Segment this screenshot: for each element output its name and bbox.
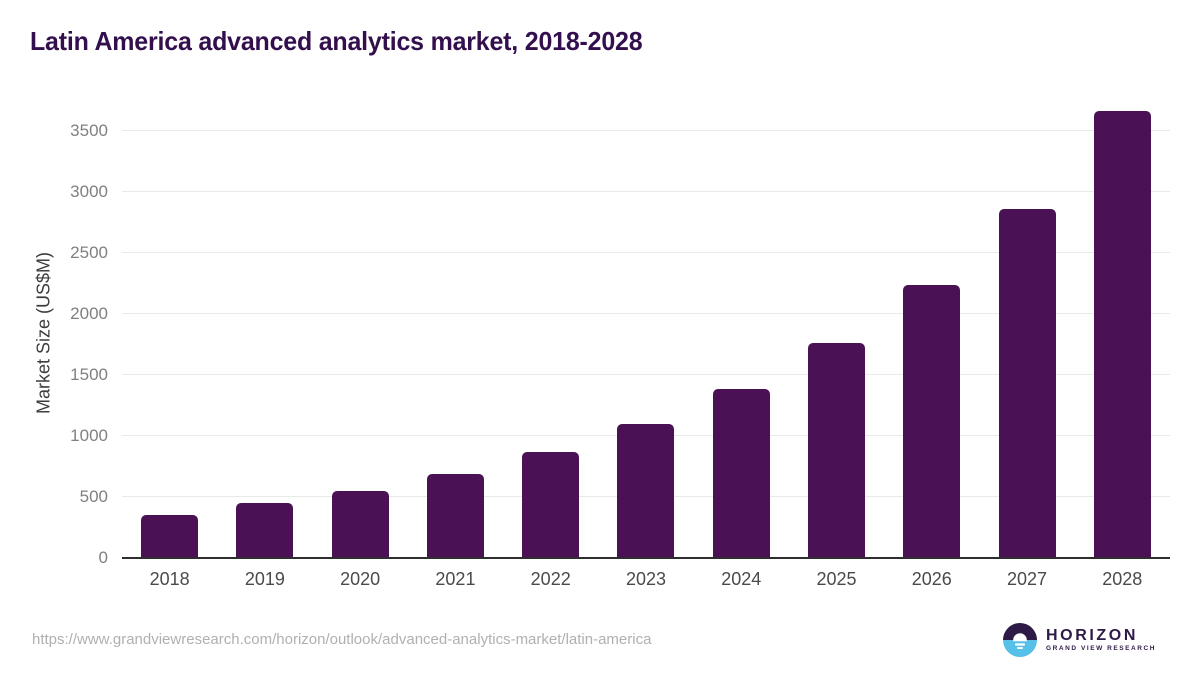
x-tick-label: 2027 bbox=[1007, 569, 1048, 589]
plot-area bbox=[122, 98, 1170, 559]
bar-2020[interactable] bbox=[331, 490, 389, 558]
x-axis-line bbox=[122, 557, 1170, 559]
x-tick-label: 2024 bbox=[721, 569, 762, 589]
y-tick-label: 500 bbox=[79, 486, 108, 506]
bar-2023[interactable] bbox=[617, 423, 675, 558]
y-axis-tick-labels: 0 500 1000 1500 2000 2500 3000 3500 bbox=[0, 98, 108, 567]
y-tick-label: 3500 bbox=[70, 120, 108, 140]
chart-title: Latin America advanced analytics market,… bbox=[30, 26, 643, 56]
gridline bbox=[122, 252, 1170, 254]
footer: https://www.grandviewresearch.com/horizo… bbox=[32, 612, 1156, 667]
source-url: https://www.grandviewresearch.com/horizo… bbox=[32, 631, 652, 648]
x-tick-label: 2018 bbox=[149, 569, 190, 589]
x-tick-label: 2019 bbox=[244, 569, 285, 589]
logo-brand: HORIZON bbox=[1046, 626, 1138, 644]
horizon-sunset-icon bbox=[1003, 622, 1038, 657]
x-tick-label: 2026 bbox=[911, 569, 952, 589]
bar-2027[interactable] bbox=[998, 209, 1056, 558]
x-tick-label: 2023 bbox=[625, 569, 666, 589]
bar-2026[interactable] bbox=[903, 285, 961, 558]
x-tick-label: 2028 bbox=[1102, 569, 1143, 589]
x-tick-label: 2021 bbox=[435, 569, 476, 589]
gridline bbox=[122, 130, 1170, 132]
horizon-logo: HORIZON GRAND VIEW RESEARCH bbox=[1003, 622, 1156, 657]
y-tick-label: 2500 bbox=[70, 242, 108, 262]
x-tick-label: 2020 bbox=[340, 569, 381, 589]
bar-2021[interactable] bbox=[426, 473, 484, 558]
bar-2018[interactable] bbox=[141, 515, 199, 558]
logo-subbrand: GRAND VIEW RESEARCH bbox=[1046, 644, 1156, 652]
bar-2028[interactable] bbox=[1093, 110, 1151, 558]
bar-2019[interactable] bbox=[236, 503, 294, 558]
gridline bbox=[122, 191, 1170, 193]
y-tick-label: 1500 bbox=[70, 364, 108, 384]
y-tick-label: 2000 bbox=[70, 303, 108, 323]
x-tick-label: 2025 bbox=[816, 569, 857, 589]
bar-2022[interactable] bbox=[522, 452, 580, 558]
logo-text: HORIZON GRAND VIEW RESEARCH bbox=[1046, 627, 1156, 653]
bar-2024[interactable] bbox=[712, 388, 770, 558]
gridline bbox=[122, 313, 1170, 315]
bar-2025[interactable] bbox=[807, 342, 865, 558]
x-tick-label: 2022 bbox=[530, 569, 571, 589]
y-tick-label: 0 bbox=[98, 548, 108, 567]
gridline bbox=[122, 374, 1170, 376]
y-tick-label: 1000 bbox=[70, 425, 108, 445]
x-axis-tick-labels: 2018 2019 2020 2021 2022 2023 2024 2025 2026 2027… bbox=[122, 569, 1170, 590]
bar-series bbox=[122, 98, 1170, 558]
y-tick-label: 3000 bbox=[70, 181, 108, 201]
